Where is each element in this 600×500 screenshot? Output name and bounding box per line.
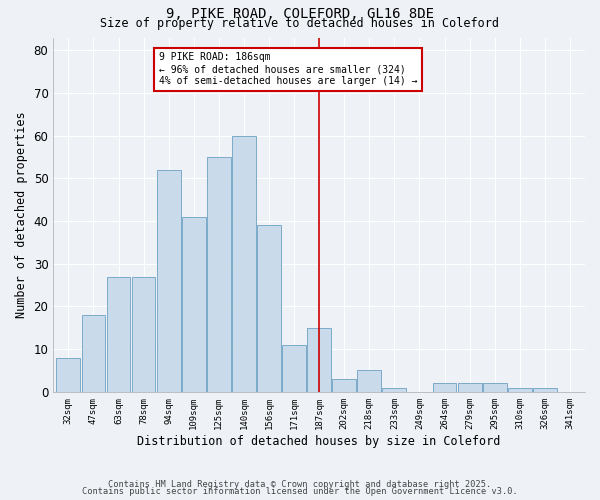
Text: Contains HM Land Registry data © Crown copyright and database right 2025.: Contains HM Land Registry data © Crown c…	[109, 480, 491, 489]
Bar	[257, 226, 281, 392]
Bar	[483, 384, 506, 392]
Bar	[282, 345, 306, 392]
Bar	[56, 358, 80, 392]
Text: Size of property relative to detached houses in Coleford: Size of property relative to detached ho…	[101, 18, 499, 30]
Bar	[107, 276, 130, 392]
Bar	[433, 384, 457, 392]
X-axis label: Distribution of detached houses by size in Coleford: Distribution of detached houses by size …	[137, 434, 501, 448]
Text: 9 PIKE ROAD: 186sqm
← 96% of detached houses are smaller (324)
4% of semi-detach: 9 PIKE ROAD: 186sqm ← 96% of detached ho…	[158, 52, 417, 86]
Bar	[207, 157, 231, 392]
Y-axis label: Number of detached properties: Number of detached properties	[15, 112, 28, 318]
Text: Contains public sector information licensed under the Open Government Licence v3: Contains public sector information licen…	[82, 487, 518, 496]
Bar	[382, 388, 406, 392]
Bar	[332, 379, 356, 392]
Bar	[82, 315, 106, 392]
Bar	[182, 217, 206, 392]
Text: 9, PIKE ROAD, COLEFORD, GL16 8DE: 9, PIKE ROAD, COLEFORD, GL16 8DE	[166, 8, 434, 22]
Bar	[508, 388, 532, 392]
Bar	[232, 136, 256, 392]
Bar	[131, 276, 155, 392]
Bar	[307, 328, 331, 392]
Bar	[458, 384, 482, 392]
Bar	[358, 370, 381, 392]
Bar	[533, 388, 557, 392]
Bar	[157, 170, 181, 392]
